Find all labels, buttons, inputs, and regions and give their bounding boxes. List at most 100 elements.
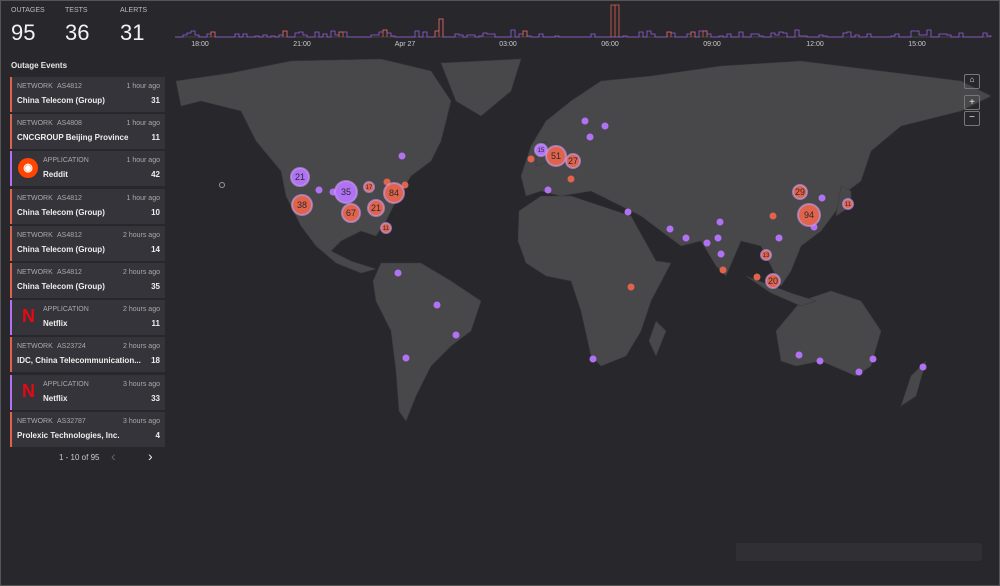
event-item[interactable]: APPLICATION 3 hours ago Netflix 33 N (10, 374, 165, 410)
app-outage-dot (586, 133, 594, 141)
events-title: Outage Events (11, 61, 68, 70)
home-button[interactable]: ⌂ (964, 74, 980, 89)
madagascar (648, 320, 667, 357)
timeline-tick-label: 03:00 (499, 41, 517, 48)
app-outage-dot (717, 250, 725, 258)
event-type: NETWORK (17, 343, 53, 351)
event-name: China Telecom (Group) (17, 244, 105, 254)
outage-bubble (341, 203, 361, 223)
outage-bubble (380, 222, 392, 234)
event-count: 14 (151, 244, 160, 254)
event-count: 18 (151, 356, 160, 366)
event-item[interactable]: NETWORK AS4812 1 hour ago China Telecom (Gr… (10, 77, 165, 112)
timeline-tick-label: 12:00 (806, 41, 824, 48)
app-outage-dot (624, 208, 632, 216)
app-outage-dot (452, 331, 460, 339)
app-outage-dot (919, 363, 927, 371)
app-outage-dot (398, 152, 406, 160)
zoom-out-button[interactable]: − (964, 111, 980, 126)
event-name: Netflix (43, 319, 68, 329)
bubble-label: 17 (366, 185, 373, 191)
event-item[interactable]: NETWORK AS23724 2 hours ago IDC, China Tele… (10, 337, 165, 373)
event-item[interactable]: APPLICATION 1 hour ago Reddit 42 ◉ (10, 151, 165, 187)
prev-page[interactable]: ‹ (111, 448, 116, 464)
timeline-tick-label: 15:00 (908, 41, 926, 48)
app-outage-dot (714, 234, 722, 242)
bubble-label: 11 (845, 202, 852, 208)
indonesia (745, 275, 817, 307)
app-outage-dot (402, 354, 410, 362)
bubble-label: 21 (295, 172, 305, 182)
africa (517, 195, 672, 367)
net-outage-dot (719, 266, 727, 274)
timeline-tick-label: Apr 27 (395, 41, 416, 48)
bubble-label: 29 (795, 187, 805, 197)
outage-bubble (797, 203, 821, 227)
event-time: 1 hour ago (126, 194, 160, 202)
event-time: 3 hours ago (123, 417, 160, 425)
app-outage-dot (716, 218, 724, 226)
event-type: NETWORK (17, 269, 53, 276)
app-outage-dot (433, 301, 441, 309)
reddit-icon: ◉ (18, 158, 38, 179)
event-asn: AS4812 (57, 231, 82, 239)
timeline-tick-label: 18:00 (191, 41, 209, 48)
event-time: 1 hour ago (126, 157, 160, 165)
app-outage-dot (544, 186, 552, 194)
event-item[interactable]: NETWORK AS4812 2 hours ago China Telecom (G… (10, 225, 165, 261)
bubble-label: 27 (568, 156, 578, 166)
outage-bubble (760, 249, 772, 261)
event-time: 2 hours ago (123, 306, 160, 314)
app-outage-dot (818, 194, 826, 202)
outage-bubble (363, 181, 375, 193)
outage-bubble (765, 273, 781, 289)
event-count: 42 (151, 170, 160, 180)
netflix-icon: N (22, 306, 35, 327)
outage-bubble (367, 199, 385, 217)
event-item[interactable]: NETWORK AS4812 2 hours ago China Telecom (G… (10, 263, 165, 298)
event-item[interactable]: NETWORK AS4808 1 hour ago CNCGROUP Beijing … (10, 114, 165, 150)
event-time: 2 hours ago (123, 269, 160, 276)
bubble-label: 11 (383, 226, 390, 232)
event-time: 2 hours ago (123, 343, 160, 351)
event-asn: AS4812 (57, 194, 82, 202)
app-outage-dot (855, 368, 863, 376)
timeline-spikes (210, 4, 708, 37)
netflix-icon: N (22, 380, 35, 401)
net-outage-dot (627, 283, 635, 291)
timeline-tick-label: 06:00 (601, 41, 619, 48)
eurasia (520, 60, 992, 287)
event-item[interactable]: NETWORK AS32787 3 hours ago Prolexic Techno… (10, 411, 165, 447)
event-name: Netflix (43, 393, 68, 403)
event-item[interactable]: APPLICATION 2 hours ago Netflix 11 N (10, 300, 165, 336)
bubble-label: 13 (763, 253, 770, 259)
north-america (175, 58, 452, 274)
outage-bubble (534, 143, 548, 157)
stat-value: 36 (65, 20, 90, 45)
app-outage-dot (315, 186, 323, 194)
outage-bubble (290, 167, 310, 187)
outage-bubble (545, 145, 567, 167)
bubble-label: 35 (341, 187, 351, 197)
event-count: 11 (151, 133, 160, 143)
zoom-in-button[interactable]: + (964, 95, 980, 110)
event-item[interactable]: NETWORK AS4812 1 hour ago China Telecom (Gr… (10, 188, 165, 224)
event-time: 2 hours ago (123, 231, 160, 239)
world-map (175, 58, 992, 422)
event-name: Reddit (43, 170, 68, 180)
event-count: 35 (151, 282, 160, 291)
legend (736, 543, 982, 561)
bubble-label: 15 (538, 148, 545, 154)
net-outage-dot (753, 273, 761, 281)
timeline-tick-label: 21:00 (293, 41, 311, 48)
event-type: NETWORK (17, 231, 53, 239)
stat-value: 95 (11, 20, 36, 45)
next-page[interactable]: › (148, 448, 153, 464)
event-count: 33 (151, 393, 160, 403)
event-count: 31 (151, 96, 160, 105)
bubble-label: 20 (768, 276, 778, 286)
bubble-label: 21 (371, 203, 381, 213)
stat-label: ALERTS (120, 7, 148, 14)
timeline-tick-label: 09:00 (703, 41, 721, 48)
outage-bubble (291, 194, 313, 216)
